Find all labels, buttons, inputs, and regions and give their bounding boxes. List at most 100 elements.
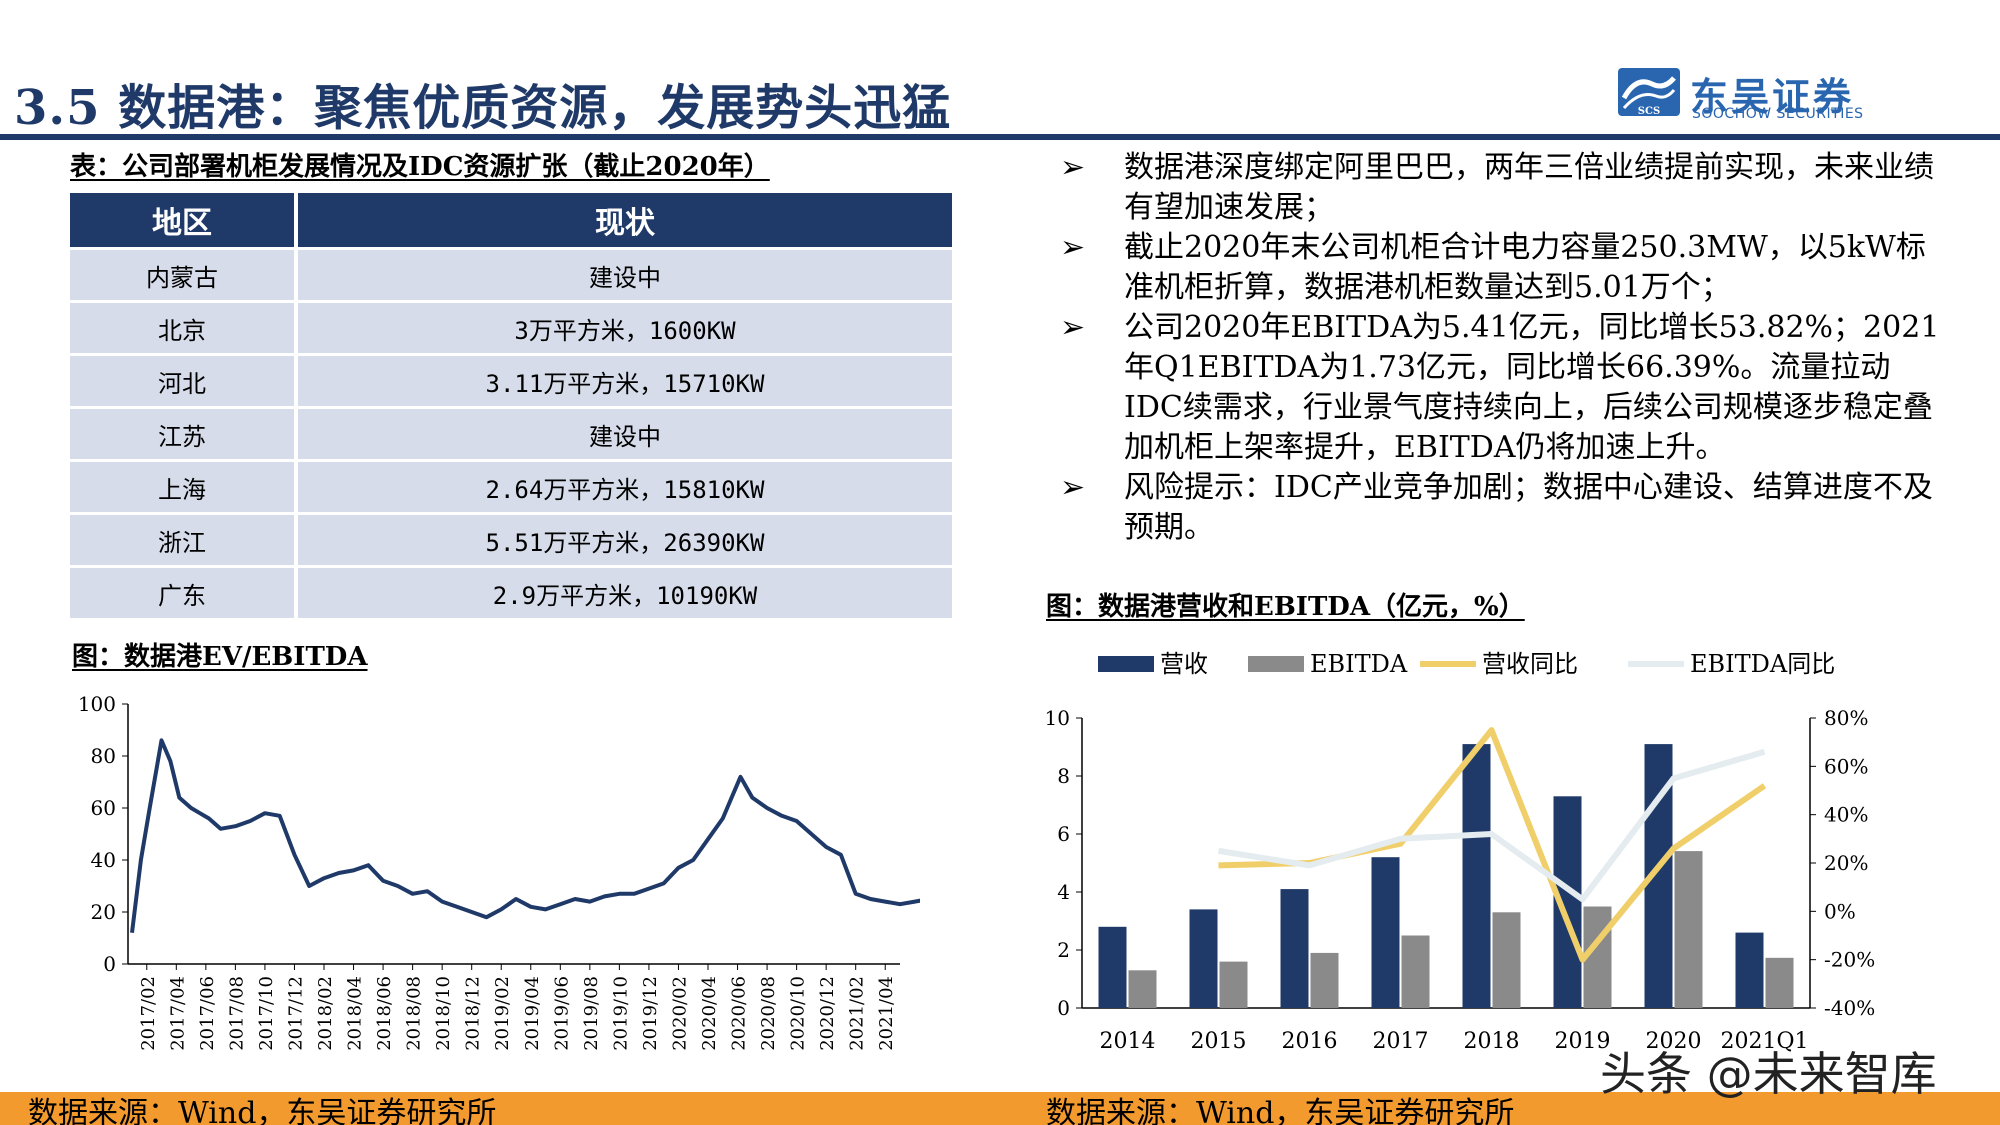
bullet-text: 公司2020年EBITDA为5.41亿元，同比增长53.82%；2021年Q1E… [1124,310,1940,465]
table-cell-status: 3.11万平方米，15710KW [298,356,952,406]
x-tick-label: 2019/12 [640,976,661,1051]
revenue-bar [1462,744,1491,1008]
table-row: 内蒙古 建设中 [70,250,952,300]
y-tick-label: 60 [91,796,116,820]
table-cell-region: 北京 [70,303,298,353]
logo-mark-text: SCS [1638,106,1660,116]
footer-bar [0,1092,2000,1125]
bullet-item: ➢ 数据港深度绑定阿里巴巴，两年三倍业绩提前实现，未来业绩有望加速发展； [1060,148,1940,228]
table-caption: 表：公司部署机柜发展情况及IDC资源扩张（截止2020年） [70,152,770,182]
table-cell-region: 江苏 [70,409,298,459]
y-tick-label: 40 [91,848,116,872]
table-cell-status: 2.9万平方米，10190KW [298,568,952,618]
ebitda-yoy-line [1218,748,1766,903]
ebitda-bar [1674,851,1703,1008]
x-tick-label: 2020/02 [669,976,690,1051]
y2-tick-label: -20% [1824,948,1875,972]
x-tick-label: 2019/06 [551,976,572,1051]
bullet-text: 数据港深度绑定阿里巴巴，两年三倍业绩提前实现，未来业绩有望加速发展； [1124,150,1934,225]
ebitda-bar [1219,961,1248,1008]
legend-label: 营收同比 [1482,650,1578,678]
x-tick-label: 2014 [1100,1029,1156,1054]
table-cell-status: 3万平方米，1600KW [298,303,952,353]
x-tick-label: 2020/06 [729,976,750,1051]
y-tick-label: 6 [1057,822,1070,846]
table-cell-status: 建设中 [298,250,952,300]
bullet-text: 风险提示：IDC产业竞争加剧；数据中心建设、结算进度不及预期。 [1124,470,1933,545]
table-cell-region: 浙江 [70,515,298,565]
table-row: 江苏 建设中 [70,409,952,459]
table-row: 北京 3万平方米，1600KW [70,303,952,353]
y-tick-label: 100 [78,692,116,716]
watermark: 头条 @未来智库 [1600,1047,1937,1101]
legend-swatch [1098,656,1154,672]
table-cell-status: 5.51万平方米，26390KW [298,515,952,565]
revenue-ebitda-chart: 营收 EBITDA 营收同比 EBITDA同比 0 2 4 6 8 10 -40% -20% 0% 20%… [1045,650,1876,1054]
table-row: 广东 2.9万平方米，10190KW [70,568,952,618]
y-tick-label: 2 [1057,938,1070,962]
bullet-list: ➢ 数据港深度绑定阿里巴巴，两年三倍业绩提前实现，未来业绩有望加速发展； ➢ 截止2… [1060,148,1940,548]
page-title: 3.5 数据港：聚焦优质资源，发展势头迅猛 [14,80,952,136]
bullet-item: ➢ 公司2020年EBITDA为5.41亿元，同比增长53.82%；2021年Q1… [1060,308,1940,468]
x-tick-label: 2018/08 [404,976,425,1051]
idc-table: 地区 现状 内蒙古 建设中 北京 3万平方米，1600KW 河北 3.11万平方米，1… [70,190,952,621]
ebitda-bar [1492,912,1521,1008]
x-tick-label: 2017/12 [285,976,306,1051]
table-header-row: 地区 现状 [70,193,952,247]
arrow-bullet-icon: ➢ [1060,310,1086,345]
ebitda-bar [1765,957,1794,1008]
table-cell-region: 上海 [70,462,298,512]
x-tick-label: 2018 [1464,1029,1520,1054]
x-tick-label: 2016 [1282,1029,1338,1054]
x-tick-label: 2020/12 [817,976,838,1051]
x-tick-label: 2015 [1191,1029,1247,1054]
bar-chart-caption: 图：数据港营收和EBITDA（亿元，%） [1046,592,1525,622]
ebitda-bar [1128,970,1157,1008]
table-header-status: 现状 [298,193,952,247]
ebitda-bar [1401,935,1430,1008]
legend-label: EBITDA [1310,650,1408,678]
x-tick-label: 2018/04 [345,976,366,1051]
x-tick-label: 2017/04 [167,976,188,1051]
logo-mark-icon: SCS [1618,68,1680,116]
arrow-bullet-icon: ➢ [1060,150,1086,185]
revenue-bar [1371,857,1400,1008]
logo-en: SOOCHOW SECURITIES [1692,106,1864,122]
x-tick-label: 2021Q1 [1720,1029,1808,1054]
ev-ebitda-chart: 0 20 40 60 80 100 2017/02 2017/04 2017/06 2017/08… [78,692,920,1051]
x-tick-label: 2020/04 [699,976,720,1051]
arrow-bullet-icon: ➢ [1060,470,1086,505]
y-tick-label: 0 [1057,996,1070,1020]
y2-tick-label: 80% [1824,706,1868,730]
x-tick-label: 2018/12 [463,976,484,1051]
table-cell-status: 2.64万平方米，15810KW [298,462,952,512]
bullet-item: ➢ 截止2020年末公司机柜合计电力容量250.3MW，以5kW标准机柜折算，数据… [1060,228,1940,308]
y2-tick-label: 60% [1824,754,1868,778]
x-tick-label: 2020 [1646,1029,1702,1054]
x-tick-label: 2017/10 [256,976,277,1051]
legend-label: 营收 [1160,650,1208,678]
source-right: 数据来源：Wind，东吴证券研究所 [1046,1096,1515,1125]
table-row: 浙江 5.51万平方米，26390KW [70,515,952,565]
arrow-bullet-icon: ➢ [1060,230,1086,265]
x-tick-label: 2017/06 [197,976,218,1051]
x-tick-label: 2018/06 [374,976,395,1051]
revenue-bar [1280,889,1309,1008]
x-tick-label: 2019/02 [492,976,513,1051]
y-tick-label: 0 [103,952,116,976]
revenue-bar [1189,909,1218,1008]
header-rule [0,134,2000,140]
x-tick-label: 2017/08 [226,976,247,1051]
revenue-bar [1098,926,1127,1008]
x-tick-label: 2017/02 [138,976,159,1051]
brand-logo: SCS 东吴证券 SOOCHOW SECURITIES [1618,66,1898,122]
table-header-region: 地区 [70,193,298,247]
x-tick-label: 2021/02 [847,976,868,1051]
table-cell-region: 广东 [70,568,298,618]
x-tick-label: 2017 [1373,1029,1429,1054]
x-tick-label: 2019 [1555,1029,1611,1054]
source-left: 数据来源：Wind，东吴证券研究所 [28,1096,497,1125]
y2-tick-label: -40% [1824,996,1875,1020]
table-row: 上海 2.64万平方米，15810KW [70,462,952,512]
revenue-bar [1735,932,1764,1008]
